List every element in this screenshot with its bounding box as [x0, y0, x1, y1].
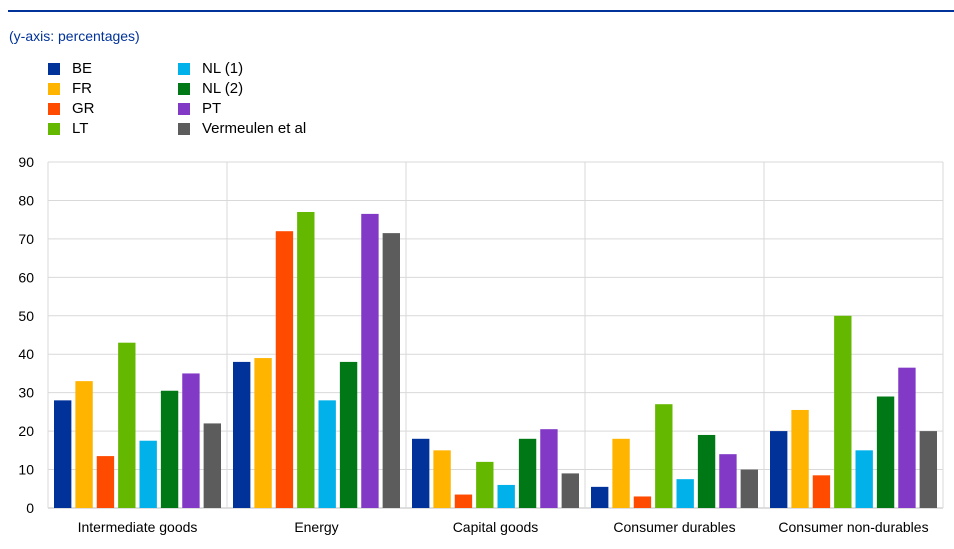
legend-label: NL (1) — [202, 60, 244, 77]
y-axis-note: (y-axis: percentages) — [9, 28, 140, 44]
bar-fr-0 — [75, 381, 93, 508]
bar-be-1 — [233, 361, 251, 508]
bar-be-0 — [54, 400, 72, 508]
legend-label: GR — [72, 100, 95, 117]
legend-swatch — [178, 103, 190, 115]
legend-label: LT — [72, 120, 89, 137]
bar-pt-3 — [719, 454, 737, 508]
y-tick-label: 70 — [18, 231, 34, 247]
legend-label: Vermeulen et al — [202, 120, 307, 137]
bar-fr-2 — [433, 450, 451, 508]
bar-be-4 — [770, 431, 788, 508]
bar-fr-3 — [612, 438, 630, 508]
bar-vermeulen-et-al-4 — [919, 431, 937, 508]
bar-nl-2--2 — [518, 438, 537, 508]
bar-nl-1--2 — [497, 484, 515, 508]
y-tick-label: 90 — [18, 154, 34, 170]
bar-be-2 — [412, 438, 430, 508]
legend-label: NL (2) — [202, 80, 244, 97]
legend-swatch — [48, 63, 60, 75]
bar-be-3 — [591, 486, 609, 508]
bar-vermeulen-et-al-2 — [561, 473, 579, 508]
bar-nl-1--0 — [139, 440, 157, 508]
bar-gr-1 — [275, 231, 294, 508]
bar-gr-2 — [454, 494, 473, 508]
x-category-label: Energy — [294, 519, 338, 535]
y-tick-label: 20 — [18, 423, 34, 439]
bar-pt-0 — [182, 373, 200, 508]
x-category-label: Consumer durables — [613, 519, 735, 535]
bar-pt-2 — [540, 429, 558, 508]
bar-nl-2--1 — [339, 361, 358, 508]
bar-lt-2 — [476, 461, 494, 508]
bar-lt-4 — [834, 315, 852, 508]
bar-gr-3 — [633, 496, 652, 508]
y-tick-label: 80 — [18, 192, 34, 208]
y-tick-label: 40 — [18, 346, 34, 362]
bar-nl-2--0 — [160, 390, 179, 508]
y-tick-label: 0 — [26, 500, 34, 516]
legend-swatch — [48, 123, 60, 135]
y-tick-label: 10 — [18, 462, 34, 478]
bar-pt-4 — [898, 367, 916, 508]
legend-swatch — [178, 83, 190, 95]
y-tick-label: 60 — [18, 269, 34, 285]
bar-vermeulen-et-al-3 — [740, 469, 758, 508]
bar-vermeulen-et-al-1 — [382, 233, 400, 508]
bar-lt-1 — [297, 211, 315, 508]
legend-swatch — [178, 63, 190, 75]
bar-nl-1--1 — [318, 400, 336, 508]
x-category-label: Intermediate goods — [78, 519, 198, 535]
bar-pt-1 — [361, 213, 379, 508]
bar-gr-4 — [812, 475, 831, 508]
bar-nl-2--4 — [876, 396, 895, 508]
bar-fr-4 — [791, 409, 809, 508]
legend-swatch — [48, 103, 60, 115]
bar-nl-1--4 — [855, 450, 873, 508]
bar-nl-2--3 — [697, 434, 716, 508]
bar-gr-0 — [96, 456, 115, 508]
bar-lt-3 — [655, 404, 673, 508]
legend-label: FR — [72, 80, 92, 97]
y-tick-label: 50 — [18, 308, 34, 324]
bar-vermeulen-et-al-0 — [203, 423, 221, 508]
legend-swatch — [48, 83, 60, 95]
y-tick-label: 30 — [18, 385, 34, 401]
legend-label: BE — [72, 60, 93, 77]
legend-swatch — [178, 123, 190, 135]
x-category-label: Consumer non-durables — [778, 519, 928, 535]
bar-fr-1 — [254, 358, 272, 508]
x-category-label: Capital goods — [453, 519, 539, 535]
bar-nl-1--3 — [676, 479, 694, 508]
top-rule — [8, 10, 954, 12]
legend-label: PT — [202, 100, 222, 117]
bar-lt-0 — [118, 342, 136, 508]
